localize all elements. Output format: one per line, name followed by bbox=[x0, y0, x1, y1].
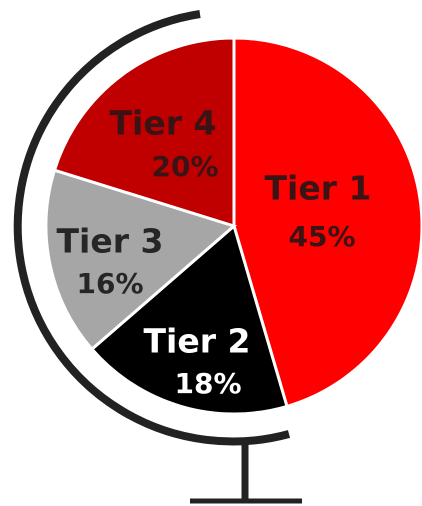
pie: Tier 1 45% Tier 2 18% Tier 3 16% Tier 4 20% bbox=[44, 36, 422, 416]
pie-slice bbox=[89, 223, 289, 416]
slice-label: Tier 3 bbox=[57, 222, 164, 261]
pie-slice bbox=[52, 36, 236, 229]
value-label: 20% bbox=[151, 150, 218, 183]
pie-slice bbox=[44, 168, 238, 352]
globe-arc bbox=[13, 10, 291, 446]
value-label: 16% bbox=[76, 267, 143, 300]
pie-slice bbox=[232, 36, 422, 409]
value-label: 18% bbox=[174, 367, 241, 400]
slice-label: Tier 1 bbox=[265, 169, 372, 208]
value-label: 45% bbox=[288, 220, 355, 253]
slice-label: Tier 4 bbox=[110, 104, 217, 143]
slice-label: Tier 2 bbox=[144, 322, 251, 361]
